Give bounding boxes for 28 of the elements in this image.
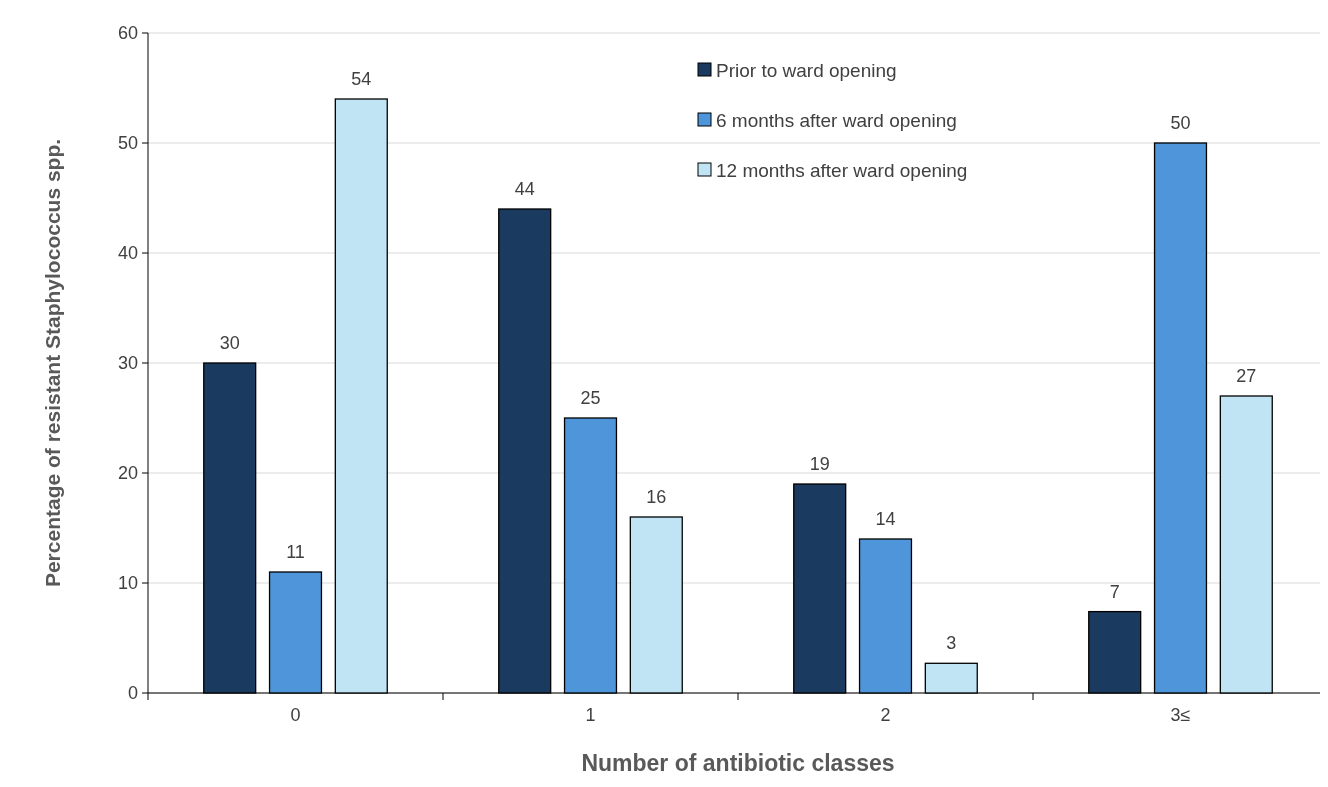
- y-tick-label: 60: [117, 23, 138, 44]
- data-label: 30: [219, 333, 240, 353]
- x-tick-label: 3≤: [1170, 705, 1191, 725]
- y-tick-label: 30: [117, 353, 138, 374]
- data-label: 7: [1109, 581, 1120, 602]
- y-tick-label: 0: [127, 683, 138, 704]
- data-label: 44: [514, 179, 535, 199]
- data-label: 14: [875, 509, 896, 529]
- data-label: 27: [1236, 366, 1257, 386]
- data-label: 3: [946, 633, 957, 654]
- y-tick-label: 10: [117, 573, 138, 594]
- y-tick-label: 40: [117, 243, 138, 264]
- legend-label: 6 months after ward opening: [716, 109, 957, 131]
- data-label: 25: [580, 388, 601, 408]
- x-tick-label: 1: [585, 705, 596, 725]
- data-label: 54: [351, 69, 372, 89]
- legend-label: Prior to ward opening: [716, 59, 897, 81]
- legend-label: 12 months after ward opening: [716, 159, 968, 181]
- y-axis-title: Percentage of resistant Staphylococcus spp.: [41, 138, 64, 588]
- y-tick-label: 50: [117, 133, 138, 154]
- data-label: 16: [646, 487, 667, 507]
- data-label: 19: [809, 454, 830, 474]
- x-tick-label: 0: [290, 705, 301, 725]
- y-tick-label: 20: [117, 463, 138, 484]
- data-label: 11: [286, 542, 305, 562]
- x-axis-title: Number of antibiotic classes: [581, 750, 895, 776]
- x-tick-label: 2: [880, 705, 891, 725]
- data-label: 50: [1170, 113, 1191, 133]
